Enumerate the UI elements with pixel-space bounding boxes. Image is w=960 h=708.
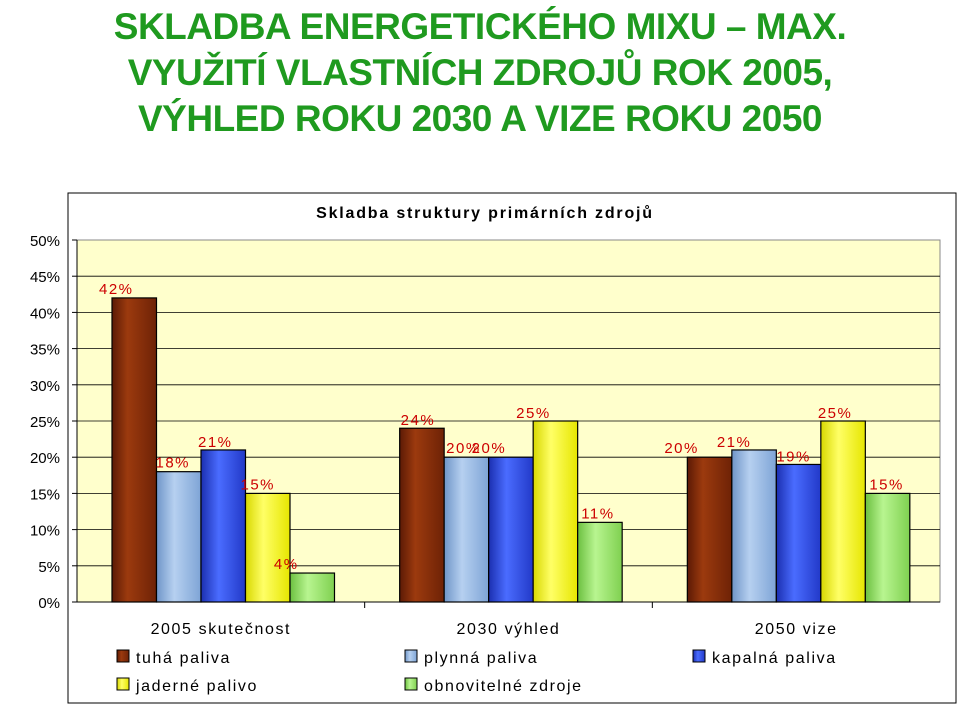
bar [577,521,623,603]
chart-title: Skladba struktury primárních zdrojů [316,205,654,222]
bar [820,420,866,603]
y-tick-label: 45% [30,269,60,286]
bar [289,572,336,603]
y-tick-label: 15% [30,486,60,503]
bar [200,449,247,603]
bar [532,420,579,603]
bar [155,471,202,603]
data-label: 15% [869,476,904,493]
bar [731,449,777,603]
legend-swatch [404,677,418,691]
x-tick-label: 2030 výhled [457,621,561,638]
legend-label: plynná paliva [424,650,538,667]
bar [111,297,158,603]
bar [488,456,534,603]
data-label: 42% [99,281,134,298]
legend-label: kapalná paliva [712,650,837,667]
data-label: 19% [776,448,811,465]
data-label: 18% [155,455,190,472]
data-label: 20% [446,440,481,457]
y-tick-label: 20% [30,450,60,467]
data-label: 21% [198,434,233,451]
y-tick-label: 30% [30,378,60,395]
data-label: 15% [240,476,275,493]
legend-swatch [116,677,130,691]
data-label: 11% [581,505,614,522]
title-line-2: VYUŽITÍ VLASTNÍCH ZDROJŮ ROK 2005, [127,52,833,93]
y-tick-label: 50% [30,233,60,250]
legend-swatch [116,649,130,663]
y-tick-label: 25% [30,414,60,431]
legend-label: jaderné palivo [135,678,258,695]
y-tick-label: 10% [30,523,60,540]
data-label: 21% [717,434,752,451]
legend-swatch [404,649,418,663]
title-line-1: SKLADBA ENERGETICKÉHO MIXU – MAX. [113,6,847,47]
bar [864,492,911,603]
data-label: 25% [818,405,853,422]
title-line-3: VÝHLED ROKU 2030 A VIZE ROKU 2050 [138,98,822,139]
bar [244,492,291,603]
y-tick-label: 35% [30,342,60,359]
bar [399,427,445,603]
data-label: 25% [516,405,551,422]
bar [686,456,733,603]
data-label: 20% [664,440,699,457]
y-tick-label: 5% [38,559,60,576]
page-title: SKLADBA ENERGETICKÉHO MIXU – MAX. VYUŽIT… [0,4,960,142]
legend-label: obnovitelné zdroje [424,678,583,695]
legend-label: tuhá paliva [136,650,231,667]
legend-swatch [692,649,706,663]
y-tick-label: 40% [30,305,60,322]
data-label: 4% [274,556,299,573]
x-tick-label: 2005 skutečnost [151,621,292,638]
x-tick-label: 2050 vize [755,621,838,638]
data-label: 24% [401,412,436,429]
bar [775,463,822,603]
data-label: 20% [472,440,507,457]
bar [443,456,490,603]
y-tick-label: 0% [38,595,60,612]
